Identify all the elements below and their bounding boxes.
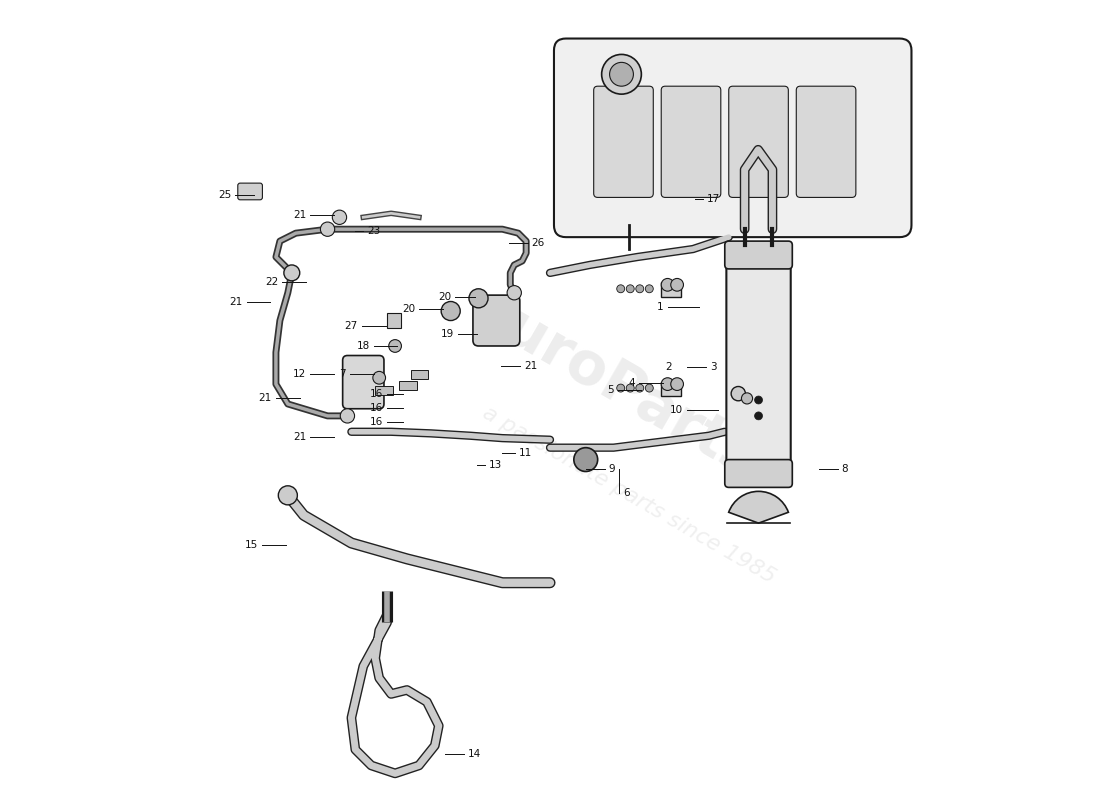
Text: 20: 20 [402, 304, 415, 314]
FancyBboxPatch shape [725, 459, 792, 487]
Text: 21: 21 [524, 361, 537, 371]
Circle shape [332, 210, 346, 225]
Text: 25: 25 [218, 190, 231, 200]
Text: 21: 21 [293, 432, 306, 442]
Circle shape [574, 448, 597, 471]
FancyBboxPatch shape [726, 258, 791, 470]
Text: 27: 27 [344, 321, 358, 331]
Circle shape [441, 302, 460, 321]
Circle shape [661, 378, 674, 390]
Bar [387, 313, 402, 329]
Circle shape [626, 285, 635, 293]
Circle shape [617, 285, 625, 293]
Circle shape [373, 371, 386, 384]
Text: 23: 23 [367, 226, 381, 236]
Bar [661, 382, 681, 396]
Bar [411, 370, 429, 379]
Text: 2: 2 [664, 362, 671, 372]
Bar [375, 386, 393, 395]
Text: 22: 22 [265, 278, 278, 287]
Text: 8: 8 [842, 464, 848, 474]
Text: 3: 3 [710, 362, 716, 372]
Circle shape [284, 265, 300, 281]
Text: 26: 26 [531, 238, 544, 248]
Text: 15: 15 [245, 539, 258, 550]
FancyBboxPatch shape [594, 86, 653, 198]
Text: 11: 11 [519, 448, 532, 458]
Circle shape [636, 285, 644, 293]
FancyBboxPatch shape [343, 355, 384, 409]
Circle shape [320, 222, 334, 236]
Text: 10: 10 [670, 405, 683, 414]
Text: 16: 16 [370, 389, 383, 398]
Text: 14: 14 [469, 749, 482, 758]
Text: 21: 21 [258, 393, 272, 402]
Circle shape [741, 393, 752, 404]
Text: a passionate parts since 1985: a passionate parts since 1985 [480, 403, 780, 588]
Text: 12: 12 [293, 369, 306, 378]
Text: 17: 17 [706, 194, 719, 204]
Text: euroParts: euroParts [460, 279, 767, 490]
FancyBboxPatch shape [729, 86, 789, 198]
Circle shape [732, 386, 746, 401]
Text: 13: 13 [488, 460, 502, 470]
Circle shape [755, 412, 762, 420]
Bar [399, 381, 417, 390]
Circle shape [661, 278, 674, 291]
Bar [661, 282, 681, 297]
Text: 18: 18 [356, 341, 370, 351]
Circle shape [755, 396, 762, 404]
FancyBboxPatch shape [725, 241, 792, 269]
Wedge shape [728, 491, 789, 523]
Circle shape [340, 409, 354, 423]
Circle shape [609, 62, 634, 86]
FancyBboxPatch shape [473, 295, 520, 346]
Circle shape [671, 378, 683, 390]
Circle shape [388, 340, 401, 352]
Circle shape [636, 384, 644, 392]
Circle shape [626, 384, 635, 392]
Text: 21: 21 [229, 298, 243, 307]
Text: 1: 1 [657, 302, 663, 312]
Circle shape [469, 289, 488, 308]
Text: 9: 9 [608, 464, 615, 474]
Text: 20: 20 [439, 292, 451, 302]
Circle shape [671, 278, 683, 291]
Circle shape [602, 54, 641, 94]
FancyBboxPatch shape [238, 183, 263, 200]
Text: 6: 6 [623, 488, 629, 498]
Text: 21: 21 [293, 210, 306, 220]
Text: 7: 7 [339, 369, 345, 378]
Text: 5: 5 [607, 386, 614, 395]
Text: 4: 4 [628, 378, 635, 387]
Circle shape [646, 384, 653, 392]
Text: 19: 19 [441, 329, 454, 339]
Circle shape [646, 285, 653, 293]
FancyBboxPatch shape [796, 86, 856, 198]
FancyBboxPatch shape [661, 86, 721, 198]
Circle shape [278, 486, 297, 505]
Text: 16: 16 [370, 418, 383, 427]
FancyBboxPatch shape [554, 38, 912, 237]
Circle shape [617, 384, 625, 392]
Circle shape [507, 286, 521, 300]
Text: 16: 16 [370, 403, 383, 413]
